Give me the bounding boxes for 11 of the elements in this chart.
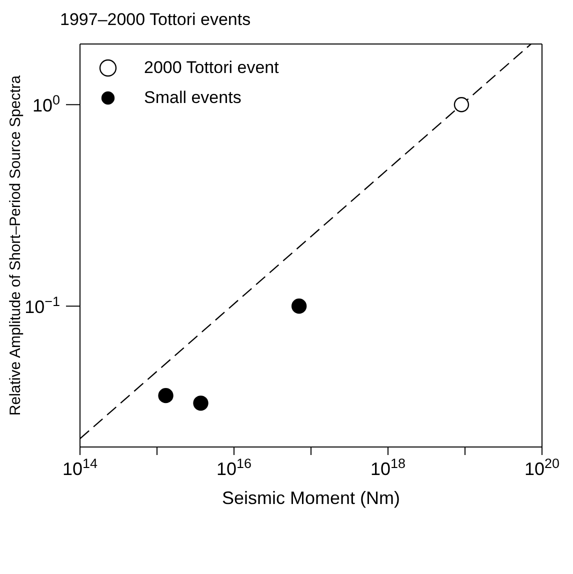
- chart-title: 1997–2000 Tottori events: [60, 10, 251, 30]
- y-tick-label: 10$^{−1}$: [24, 294, 60, 318]
- x-tick-label: 10$^{14}$: [62, 456, 98, 479]
- y-axis-title: Relative Amplitude of Short–Period Source Spectra: [7, 74, 24, 416]
- y-tick-label: 10$^{0}$: [32, 92, 60, 116]
- legend-label: 2000 Tottori event: [144, 58, 279, 78]
- x-axis-title: Seismic Moment (Nm): [222, 488, 400, 508]
- legend-label: Small events: [144, 88, 242, 108]
- x-tick-label: 10$^{20}$: [524, 456, 560, 479]
- x-tick-label: 10$^{18}$: [370, 456, 406, 479]
- x-tick-label: 10$^{16}$: [216, 456, 252, 479]
